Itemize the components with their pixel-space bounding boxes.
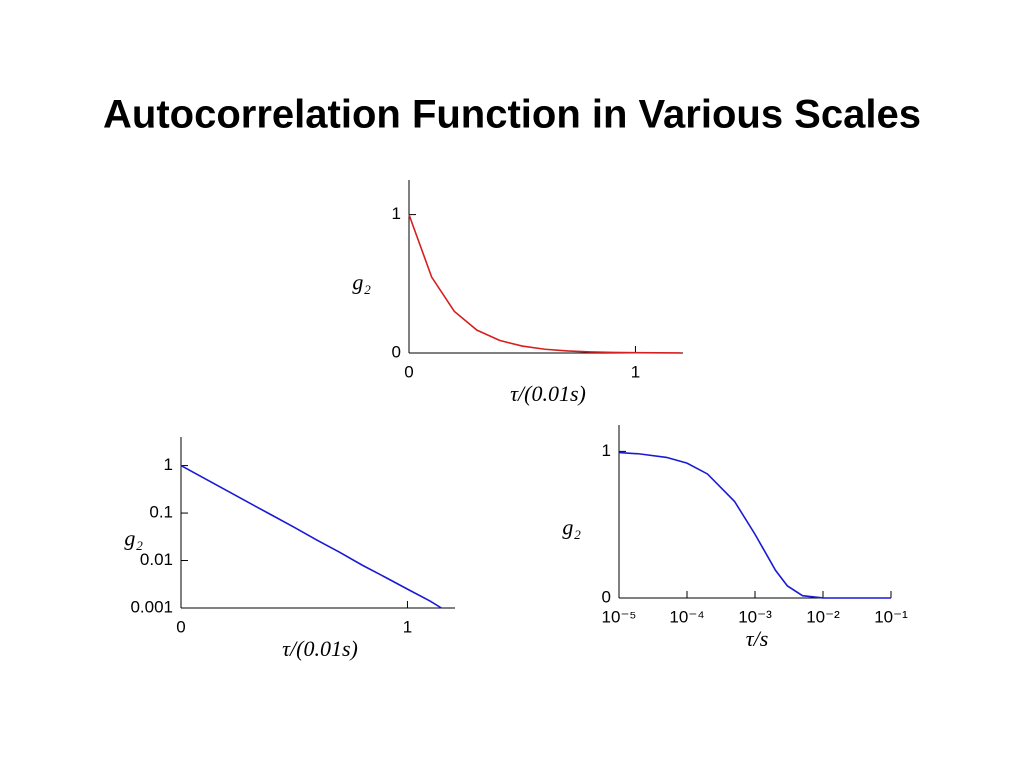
data-line: [618, 451, 891, 599]
y-axis-label: g₂: [352, 270, 371, 295]
x-tick-label: 10⁻²: [806, 607, 840, 626]
x-tick-label: 10⁻⁵: [602, 607, 637, 626]
y-tick-label: 0: [602, 587, 611, 606]
x-axis-label: τ/(0.01s): [282, 636, 358, 661]
y-axis-label: g₂: [562, 515, 581, 540]
x-tick-label: 10⁻⁴: [669, 607, 704, 626]
data-line: [408, 214, 681, 354]
data-line: [180, 464, 442, 609]
x-tick-label: 10⁻¹: [874, 607, 908, 626]
y-axis-label: g₂: [124, 526, 143, 551]
x-tick-label: 0: [404, 362, 413, 381]
y-tick-label: 1: [392, 204, 401, 223]
x-tick-label: 0: [176, 617, 185, 636]
x-axis-label: τ/(0.01s): [510, 381, 586, 406]
y-tick-label: 0.1: [149, 503, 173, 522]
x-tick-label: 1: [403, 617, 412, 636]
x-axis-label: τ/s: [746, 626, 769, 651]
y-tick-label: 0: [392, 342, 401, 361]
y-tick-label: 1: [602, 441, 611, 460]
y-tick-label: 0.01: [140, 550, 173, 569]
x-tick-label: 10⁻³: [738, 607, 772, 626]
y-tick-label: 1: [164, 455, 173, 474]
x-tick-label: 1: [631, 362, 640, 381]
y-tick-label: 0.001: [130, 597, 173, 616]
slide-title: Autocorrelation Function in Various Scal…: [103, 93, 921, 137]
